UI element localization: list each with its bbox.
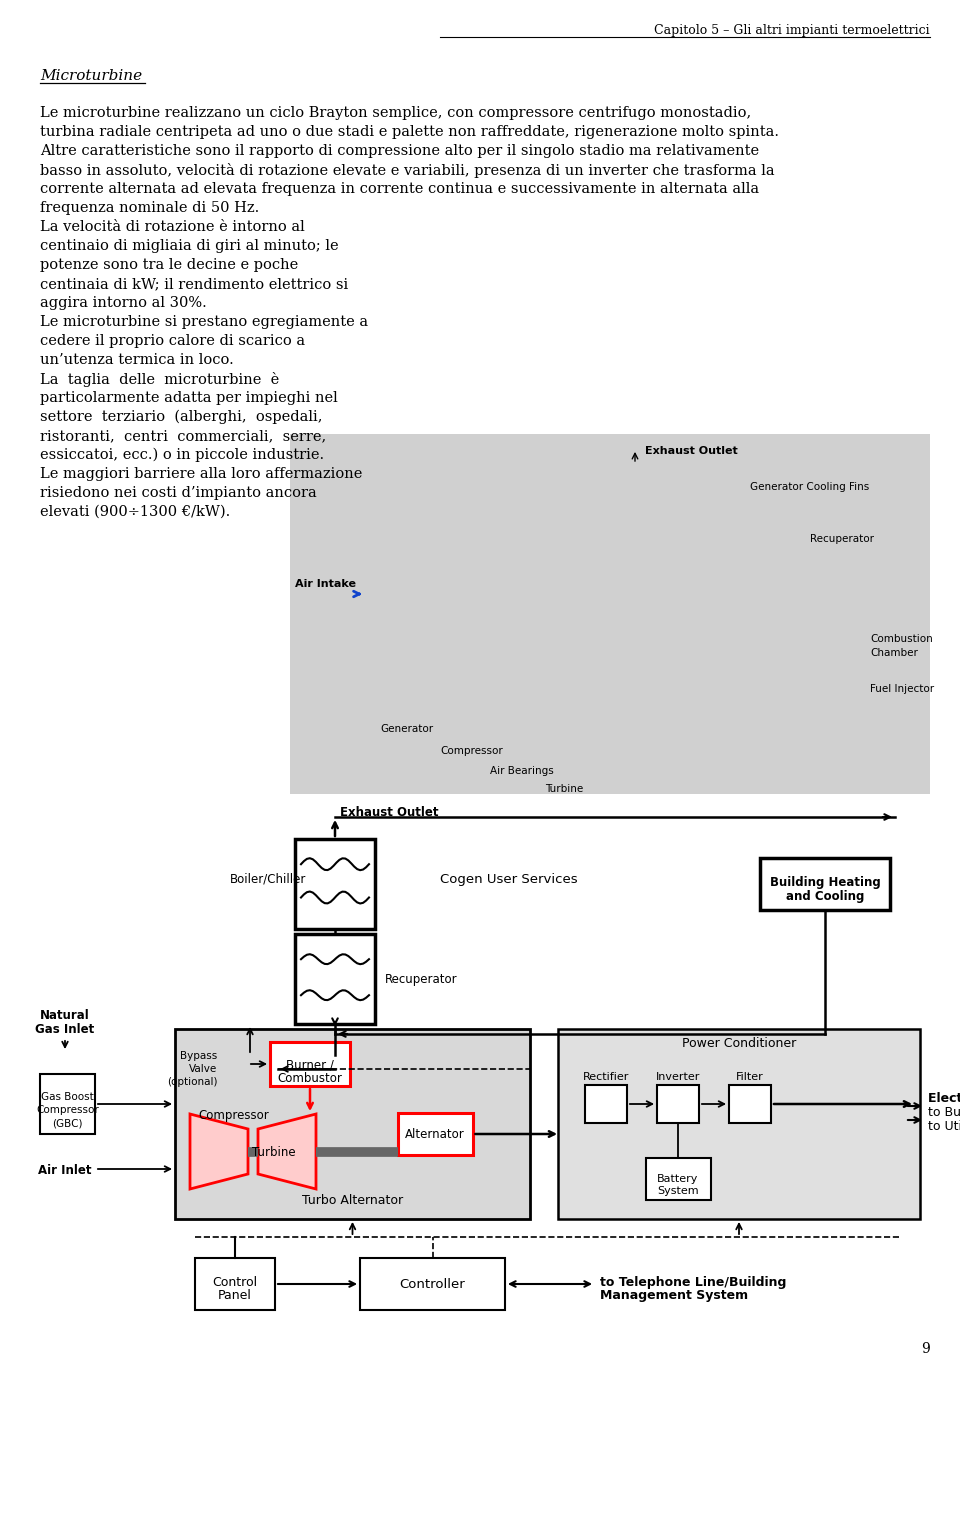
Text: to Building Load: to Building Load [928, 1106, 960, 1119]
Text: Le microturbine si prestano egregiamente a: Le microturbine si prestano egregiamente… [40, 315, 368, 329]
Text: Microturbine: Microturbine [40, 69, 142, 82]
Text: aggira intorno al 30%.: aggira intorno al 30%. [40, 296, 206, 309]
Text: Boiler/Chiller: Boiler/Chiller [230, 873, 306, 885]
Text: Air Inlet: Air Inlet [38, 1164, 92, 1177]
Bar [360, 1257, 505, 1311]
Text: La  taglia  delle  microturbine  è: La taglia delle microturbine è [40, 372, 279, 387]
Text: Capitolo 5 – Gli altri impianti termoelettrici: Capitolo 5 – Gli altri impianti termoele… [655, 24, 930, 37]
Text: Bypass: Bypass [180, 1052, 218, 1061]
Text: Filter: Filter [736, 1071, 764, 1082]
Bar [175, 1029, 530, 1219]
Text: Natural: Natural [40, 1009, 90, 1023]
Polygon shape [190, 1114, 248, 1189]
Text: corrente alternata ad elevata frequenza in corrente continua e successivamente i: corrente alternata ad elevata frequenza … [40, 181, 759, 197]
Bar [290, 434, 930, 794]
Text: Recuperator: Recuperator [810, 533, 874, 544]
Bar [729, 1085, 771, 1123]
Text: System: System [658, 1186, 699, 1196]
Text: Fuel Injector: Fuel Injector [870, 684, 934, 693]
Bar [40, 1074, 95, 1134]
Text: Chamber: Chamber [870, 648, 918, 658]
Text: Control: Control [212, 1276, 257, 1289]
Text: 9: 9 [922, 1343, 930, 1356]
Text: risiedono nei costi d’impianto ancora: risiedono nei costi d’impianto ancora [40, 486, 317, 500]
Bar [195, 1257, 275, 1311]
Text: Compressor: Compressor [36, 1105, 99, 1116]
Text: to Telephone Line/Building: to Telephone Line/Building [600, 1276, 786, 1289]
Text: un’utenza termica in loco.: un’utenza termica in loco. [40, 354, 233, 367]
Bar [558, 1029, 920, 1219]
Bar [223, 1055, 277, 1084]
Text: La velocità di rotazione è intorno al: La velocità di rotazione è intorno al [40, 219, 304, 235]
Text: settore  terziario  (alberghi,  ospedali,: settore terziario (alberghi, ospedali, [40, 410, 323, 424]
Bar [645, 1158, 710, 1199]
Text: Burner /: Burner / [286, 1059, 334, 1071]
Text: Power Conditioner: Power Conditioner [682, 1036, 796, 1050]
Bar [760, 858, 890, 910]
Bar [295, 934, 375, 1024]
Text: Alternator: Alternator [405, 1128, 465, 1140]
Text: Combustor: Combustor [277, 1071, 343, 1085]
Text: (GBC): (GBC) [52, 1119, 83, 1128]
Text: Inverter: Inverter [656, 1071, 700, 1082]
Text: cedere il proprio calore di scarico a: cedere il proprio calore di scarico a [40, 334, 305, 347]
Text: Management System: Management System [600, 1289, 748, 1301]
Text: Battery: Battery [658, 1173, 699, 1184]
Text: turbina radiale centripeta ad uno o due stadi e palette non raffreddate, rigener: turbina radiale centripeta ad uno o due … [40, 125, 779, 139]
Text: Rectifier: Rectifier [583, 1071, 629, 1082]
Text: basso in assoluto, velocità di rotazione elevate e variabili, presenza di un inv: basso in assoluto, velocità di rotazione… [40, 163, 775, 178]
Text: Le maggiori barriere alla loro affermazione: Le maggiori barriere alla loro affermazi… [40, 466, 362, 482]
Text: Compressor: Compressor [198, 1109, 269, 1122]
Text: potenze sono tra le decine e poche: potenze sono tra le decine e poche [40, 258, 299, 271]
Text: Recuperator: Recuperator [385, 972, 458, 986]
Text: Panel: Panel [218, 1289, 252, 1301]
Text: Gas Boost: Gas Boost [41, 1093, 94, 1102]
Text: Turbine: Turbine [252, 1146, 296, 1158]
Text: essiccatoi, ecc.) o in piccole industrie.: essiccatoi, ecc.) o in piccole industrie… [40, 448, 324, 462]
Text: centinaia di kW; il rendimento elettrico si: centinaia di kW; il rendimento elettrico… [40, 277, 348, 291]
Text: (optional): (optional) [167, 1077, 218, 1087]
Bar [657, 1085, 699, 1123]
Text: Combustion: Combustion [870, 634, 933, 645]
Text: Exhaust Outlet: Exhaust Outlet [340, 806, 439, 818]
Text: to Utility Grid: to Utility Grid [928, 1120, 960, 1132]
Text: ristoranti,  centri  commerciali,  serre,: ristoranti, centri commerciali, serre, [40, 428, 326, 443]
Text: Compressor: Compressor [440, 747, 503, 756]
Text: Le microturbine realizzano un ciclo Brayton semplice, con compressore centrifugo: Le microturbine realizzano un ciclo Bray… [40, 107, 752, 120]
Text: Altre caratteristiche sono il rapporto di compressione alto per il singolo stadi: Altre caratteristiche sono il rapporto d… [40, 143, 759, 158]
Text: frequenza nominale di 50 Hz.: frequenza nominale di 50 Hz. [40, 201, 259, 215]
Text: and Cooling: and Cooling [786, 890, 864, 904]
Bar [397, 1113, 472, 1155]
Text: Air Bearings: Air Bearings [490, 767, 554, 776]
Text: centinaio di migliaia di giri al minuto; le: centinaio di migliaia di giri al minuto;… [40, 239, 339, 253]
Text: Building Heating: Building Heating [770, 876, 880, 888]
Bar [295, 840, 375, 930]
Text: Controller: Controller [399, 1277, 466, 1291]
Bar [585, 1085, 627, 1123]
Bar [270, 1042, 350, 1087]
Text: Turbine: Turbine [545, 783, 584, 794]
Text: Electrical Power: Electrical Power [928, 1093, 960, 1105]
Text: Generator: Generator [380, 724, 433, 735]
Text: particolarmente adatta per impieghi nel: particolarmente adatta per impieghi nel [40, 392, 338, 405]
Polygon shape [258, 1114, 316, 1189]
Text: Turbo Alternator: Turbo Alternator [302, 1193, 403, 1207]
Text: Valve: Valve [189, 1064, 218, 1074]
Text: elevati (900÷1300 €/kW).: elevati (900÷1300 €/kW). [40, 504, 230, 520]
Text: Gas Inlet: Gas Inlet [36, 1023, 95, 1036]
Text: Generator Cooling Fins: Generator Cooling Fins [750, 482, 869, 492]
Text: Cogen User Services: Cogen User Services [440, 873, 578, 885]
Text: Air Intake: Air Intake [295, 579, 356, 588]
Text: Exhaust Outlet: Exhaust Outlet [645, 447, 737, 456]
